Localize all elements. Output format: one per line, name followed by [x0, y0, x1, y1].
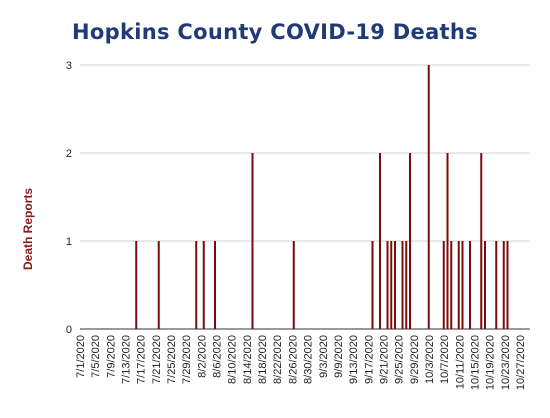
x-tick-label: 7/9/2020: [105, 335, 117, 378]
bar: [457, 241, 460, 329]
x-tick-label: 7/1/2020: [75, 335, 87, 378]
x-tick-label: 9/29/2020: [409, 335, 421, 384]
bar: [427, 65, 430, 329]
x-tick-label: 9/3/2020: [318, 335, 330, 378]
y-tick-label: 1: [66, 236, 72, 248]
bar: [292, 241, 295, 329]
bar: [450, 241, 453, 329]
x-tick-label: 8/22/2020: [272, 335, 284, 384]
x-tick-label: 10/27/2020: [515, 335, 527, 390]
bar: [405, 241, 408, 329]
x-tick-label: 8/6/2020: [212, 335, 224, 378]
bar: [157, 241, 160, 329]
x-tick-label: 10/23/2020: [500, 335, 512, 390]
x-tick-label: 7/17/2020: [136, 335, 148, 384]
x-tick-label: 9/17/2020: [363, 335, 375, 384]
bar: [214, 241, 216, 329]
x-tick-label: 8/26/2020: [287, 335, 299, 384]
x-tick-label: 9/25/2020: [394, 335, 406, 384]
x-tick-label: 7/21/2020: [151, 335, 163, 384]
x-tick-label: 7/13/2020: [121, 335, 133, 384]
bar: [195, 241, 198, 329]
bar: [371, 241, 374, 329]
x-tick-label: 10/15/2020: [469, 335, 481, 390]
y-tick-label: 2: [66, 148, 72, 160]
bar: [484, 241, 486, 329]
x-tick-label: 9/13/2020: [348, 335, 360, 384]
bar: [251, 153, 254, 329]
bar: [202, 241, 205, 329]
chart-title: Hopkins County COVID-19 Deaths: [72, 20, 478, 44]
y-tick-label: 3: [66, 60, 72, 72]
bar: [386, 241, 389, 329]
x-tick-label: 10/11/2020: [454, 335, 466, 389]
bar: [442, 241, 445, 329]
bar: [469, 241, 471, 329]
bar: [409, 153, 411, 329]
x-tick-label: 7/29/2020: [181, 335, 193, 384]
x-tick-label: 9/9/2020: [333, 335, 345, 378]
bar: [401, 241, 404, 329]
x-tick-label: 8/10/2020: [227, 335, 239, 384]
bar: [480, 153, 483, 329]
x-tick-label: 8/2/2020: [196, 335, 208, 378]
x-tick-label: 7/5/2020: [90, 335, 102, 378]
bar: [379, 153, 381, 329]
x-tick-label: 8/18/2020: [257, 335, 269, 384]
x-tick-label: 8/14/2020: [242, 335, 254, 384]
x-tick-label: 10/3/2020: [424, 335, 436, 384]
x-tick-label: 8/30/2020: [303, 335, 315, 384]
bar: [495, 241, 498, 329]
bar: [446, 153, 449, 329]
bar: [502, 241, 505, 329]
bar: [390, 241, 393, 329]
x-tick-label: 10/19/2020: [485, 335, 497, 390]
y-tick-label: 0: [66, 324, 72, 336]
x-tick-label: 7/25/2020: [166, 335, 178, 384]
bar: [135, 241, 138, 329]
bar: [394, 241, 396, 329]
x-tick-label: 9/21/2020: [378, 335, 390, 384]
bar: [461, 241, 464, 329]
x-tick-label: 10/7/2020: [439, 335, 451, 384]
bar: [506, 241, 509, 329]
